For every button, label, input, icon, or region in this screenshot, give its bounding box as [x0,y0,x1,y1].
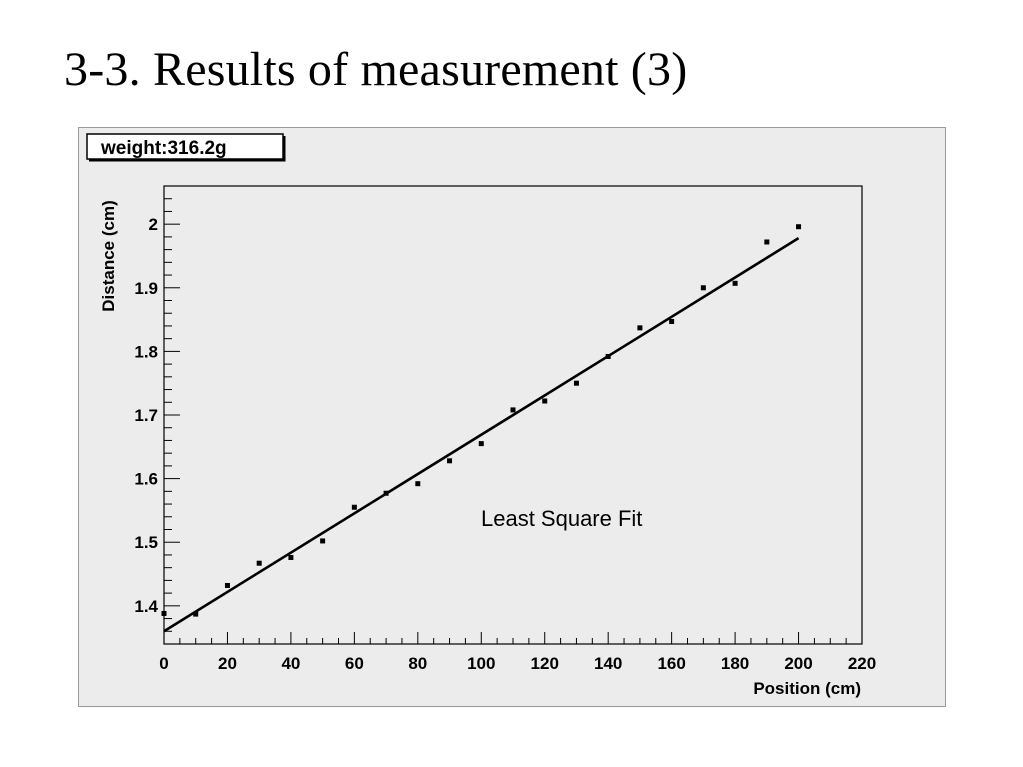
x-tick-label: 0 [159,654,168,673]
x-tick-label: 220 [848,654,876,673]
data-point [193,611,199,617]
x-axis-title: Position (cm) [753,679,861,698]
data-point [351,504,357,510]
axis-ticks [163,185,863,645]
x-tick-label: 160 [657,654,685,673]
data-point [447,458,453,464]
y-axis-title: Distance (cm) [99,200,118,311]
y-tick-label: 1.5 [134,533,158,552]
scatter-chart: weight:316.2g 0 20 40 60 80 100 120 140 160 180 20… [86,133,876,698]
y-tick-labels: 1.4 1.5 1.6 1.7 1.8 1.9 2 [134,215,158,616]
data-point [383,490,389,496]
x-tick-label: 200 [784,654,812,673]
data-point [510,407,516,413]
x-tick-label: 100 [467,654,495,673]
fit-line-group [163,237,800,633]
x-tick-label: 140 [594,654,622,673]
y-tick-label: 1.9 [134,279,158,298]
stat-box: weight:316.2g [86,133,286,162]
data-point [542,398,548,404]
data-point [256,560,262,566]
x-tick-label: 40 [281,654,300,673]
x-tick-label: 180 [721,654,749,673]
data-point [764,239,770,245]
y-tick-label: 1.6 [134,470,158,489]
data-point [700,285,706,291]
data-point [415,481,421,487]
stat-box-label: weight:316.2g [100,138,227,159]
y-tick-label: 1.8 [134,342,158,361]
data-point [161,610,167,616]
fit-annotation: Least Square Fit [481,506,642,531]
x-tick-label: 80 [408,654,427,673]
y-tick-label: 2 [149,215,158,234]
fit-line [163,237,800,633]
x-tick-labels: 0 20 40 60 80 100 120 140 160 180 200 220 [159,654,876,673]
data-point [637,325,643,331]
data-point [732,280,738,286]
x-tick-label: 20 [218,654,237,673]
x-tick-label: 120 [531,654,559,673]
data-point [573,380,579,386]
data-point [224,582,230,588]
data-point [320,538,326,544]
data-point [605,353,611,359]
data-point [669,318,675,324]
data-points [161,224,802,617]
chart-canvas: weight:316.2g 0 20 40 60 80 100 120 140 160 180 20… [78,127,946,707]
data-point [288,554,294,560]
data-point [796,224,802,230]
y-tick-label: 1.7 [134,406,158,425]
x-tick-label: 60 [345,654,364,673]
y-tick-label: 1.4 [134,597,158,616]
slide-title: 3-3. Results of measurement (3) [64,43,688,96]
data-point [478,441,484,447]
